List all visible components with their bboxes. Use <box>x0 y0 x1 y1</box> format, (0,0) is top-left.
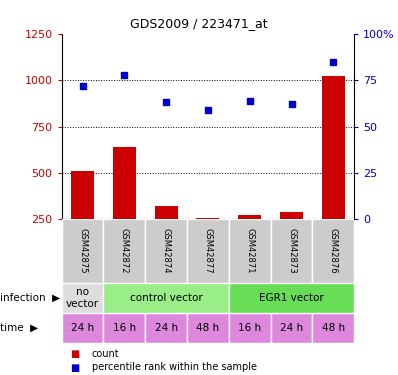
Text: 24 h: 24 h <box>280 323 303 333</box>
Bar <box>103 313 145 343</box>
Text: count: count <box>92 350 119 359</box>
Bar <box>103 283 229 313</box>
Bar <box>238 215 261 266</box>
Text: GSM42873: GSM42873 <box>287 228 296 274</box>
Bar <box>197 219 219 266</box>
Bar <box>229 313 271 343</box>
Text: GSM42871: GSM42871 <box>245 228 254 274</box>
Text: GSM42875: GSM42875 <box>78 228 87 274</box>
Text: 48 h: 48 h <box>196 323 220 333</box>
Text: ■: ■ <box>70 350 79 359</box>
Text: no
vector: no vector <box>66 287 99 309</box>
Text: time  ▶: time ▶ <box>0 323 38 333</box>
Text: 16 h: 16 h <box>238 323 261 333</box>
Bar <box>312 313 354 343</box>
Bar <box>322 76 345 266</box>
Bar <box>145 219 187 283</box>
Text: infection  ▶: infection ▶ <box>0 293 60 303</box>
Bar <box>187 313 229 343</box>
Bar <box>312 219 354 283</box>
Text: GSM42874: GSM42874 <box>162 228 171 274</box>
Bar <box>187 219 229 283</box>
Text: ■: ■ <box>70 363 79 372</box>
Bar <box>62 283 103 313</box>
Text: GSM42876: GSM42876 <box>329 228 338 274</box>
Text: EGR1 vector: EGR1 vector <box>259 293 324 303</box>
Bar <box>71 171 94 266</box>
Bar <box>62 219 103 283</box>
Text: GSM42872: GSM42872 <box>120 228 129 274</box>
Bar <box>229 219 271 283</box>
Bar <box>62 313 103 343</box>
Text: GSM42877: GSM42877 <box>203 228 213 274</box>
Bar <box>271 313 312 343</box>
Bar <box>155 206 178 266</box>
Bar <box>280 212 303 266</box>
Bar <box>229 283 354 313</box>
Text: GDS2009 / 223471_at: GDS2009 / 223471_at <box>130 17 268 30</box>
Bar <box>113 147 136 266</box>
Text: percentile rank within the sample: percentile rank within the sample <box>92 363 257 372</box>
Text: control vector: control vector <box>130 293 203 303</box>
Text: 24 h: 24 h <box>154 323 178 333</box>
Bar <box>271 219 312 283</box>
Bar <box>145 313 187 343</box>
Bar <box>103 219 145 283</box>
Text: 16 h: 16 h <box>113 323 136 333</box>
Text: 24 h: 24 h <box>71 323 94 333</box>
Text: 48 h: 48 h <box>322 323 345 333</box>
